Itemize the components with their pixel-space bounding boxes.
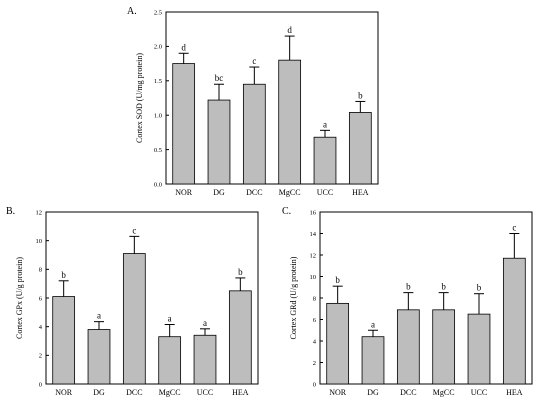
significance-letter: b bbox=[238, 267, 243, 277]
significance-letter: b bbox=[477, 283, 482, 293]
bar-ucc bbox=[313, 136, 337, 185]
significance-letter: b bbox=[358, 90, 363, 100]
bar-dcc bbox=[242, 83, 266, 185]
bar-hea bbox=[502, 257, 526, 385]
y-tick-label: 1.0 bbox=[154, 113, 162, 120]
significance-letter: c bbox=[252, 56, 256, 66]
y-tick-label: 6 bbox=[313, 317, 317, 324]
bar-dg bbox=[361, 336, 385, 385]
panel-label: C. bbox=[282, 206, 291, 217]
y-tick-label: 2 bbox=[313, 360, 316, 367]
bar-dg bbox=[87, 329, 111, 385]
bar-hea bbox=[348, 112, 372, 185]
significance-letter: d bbox=[287, 25, 292, 35]
significance-letter: bc bbox=[215, 73, 224, 83]
significance-letter: b bbox=[406, 282, 411, 292]
y-tick-label: 16 bbox=[310, 209, 317, 216]
significance-letter: a bbox=[323, 119, 327, 129]
category-label: HEA bbox=[352, 188, 369, 197]
panel-label: B. bbox=[6, 206, 15, 217]
significance-letter: b bbox=[61, 270, 66, 280]
category-label: NOR bbox=[175, 188, 193, 197]
panel-c-grd: 0 2 4 6 8 10 12 14 16 Cortex GRd (U/g protein) C. b… bbox=[282, 206, 533, 397]
y-tick-label: 0.0 bbox=[154, 181, 162, 188]
significance-letter: a bbox=[168, 314, 172, 324]
category-label: MgCC bbox=[433, 388, 455, 397]
category-label: MgCC bbox=[279, 188, 301, 197]
y-tick-label: 2.0 bbox=[154, 44, 162, 51]
significance-letter: c bbox=[132, 225, 136, 235]
y-axis-label: Cortex GPx (U/g protein) bbox=[15, 257, 24, 339]
category-label: UCC bbox=[317, 188, 333, 197]
bar-nor bbox=[326, 302, 350, 385]
significance-letter: a bbox=[97, 311, 101, 321]
category-label: DCC bbox=[400, 388, 416, 397]
category-label: DG bbox=[367, 388, 379, 397]
y-tick-label: 2 bbox=[39, 353, 42, 360]
category-label: HEA bbox=[232, 388, 249, 397]
panel-label: A. bbox=[127, 6, 137, 17]
y-tick-label: 10 bbox=[310, 274, 317, 281]
panel-a-sod: 0.0 0.5 1.0 1.5 2.0 2.5 Cortex SOD (U/mg prote… bbox=[127, 6, 379, 197]
bar-mgcc bbox=[158, 336, 182, 385]
category-label: MgCC bbox=[159, 388, 181, 397]
y-tick-label: 0.5 bbox=[154, 147, 162, 154]
category-label: UCC bbox=[197, 388, 213, 397]
significance-letter: a bbox=[371, 319, 375, 329]
significance-letter: b bbox=[441, 282, 446, 292]
plot-frame bbox=[45, 211, 259, 385]
y-tick-label: 6 bbox=[39, 295, 43, 302]
category-label: DCC bbox=[246, 188, 262, 197]
category-label: UCC bbox=[471, 388, 487, 397]
y-tick-label: 8 bbox=[313, 295, 316, 302]
bar-nor bbox=[172, 63, 196, 185]
y-tick-label: 10 bbox=[36, 238, 43, 245]
bar-nor bbox=[52, 296, 76, 385]
significance-letter: a bbox=[203, 318, 207, 328]
y-tick-label: 0 bbox=[39, 381, 42, 388]
y-tick-label: 0 bbox=[313, 381, 316, 388]
y-axis-label: Cortex GRd (U/g protein) bbox=[289, 256, 298, 339]
category-label: NOR bbox=[329, 388, 347, 397]
y-tick-label: 14 bbox=[310, 231, 317, 238]
y-tick-label: 2.5 bbox=[154, 9, 162, 16]
category-label: DG bbox=[93, 388, 105, 397]
y-tick-label: 12 bbox=[36, 209, 43, 216]
significance-letter: d bbox=[181, 42, 186, 52]
bar-dcc bbox=[396, 309, 420, 385]
plot-frame bbox=[319, 211, 533, 385]
y-tick-label: 8 bbox=[39, 267, 42, 274]
category-label: NOR bbox=[55, 388, 73, 397]
significance-letter: b bbox=[335, 275, 340, 285]
bar-hea bbox=[228, 290, 252, 385]
y-axis-label: Cortex SOD (U/mg protein) bbox=[135, 53, 144, 143]
bar-mgcc bbox=[278, 59, 302, 185]
y-tick-label: 12 bbox=[310, 252, 317, 259]
category-label: DG bbox=[213, 188, 225, 197]
y-tick-label: 4 bbox=[313, 338, 317, 345]
bar-ucc bbox=[193, 334, 217, 385]
bar-dcc bbox=[122, 253, 146, 385]
bar-ucc bbox=[467, 313, 491, 385]
category-label: HEA bbox=[506, 388, 523, 397]
significance-letter: c bbox=[512, 223, 516, 233]
panel-b-gpx: 0 2 4 6 8 10 12 Cortex GPx (U/g protein) B. b NOR a… bbox=[6, 206, 259, 397]
y-tick-label: 4 bbox=[39, 324, 43, 331]
bar-mgcc bbox=[432, 309, 456, 385]
bar-dg bbox=[207, 99, 231, 185]
y-tick-label: 1.5 bbox=[154, 78, 162, 85]
plot-frame bbox=[165, 11, 379, 185]
category-label: DCC bbox=[126, 388, 142, 397]
